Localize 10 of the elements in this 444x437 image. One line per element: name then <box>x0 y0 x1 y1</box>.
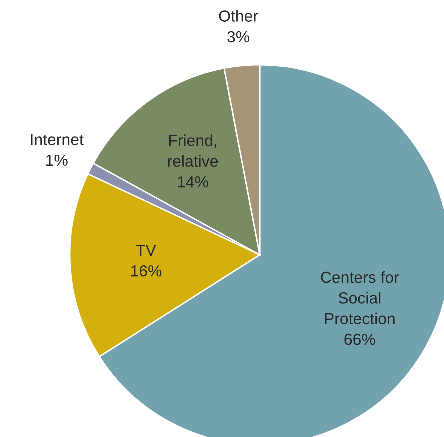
data-label: 1% <box>46 154 68 166</box>
slice-label: TV <box>136 244 156 256</box>
slice-label: Centers for Social Protection <box>321 271 400 325</box>
data-label: 3% <box>228 31 250 43</box>
slice-label: Internet <box>31 134 84 146</box>
slice-label: Other <box>219 10 258 22</box>
data-label: 14% <box>178 176 208 188</box>
data-label: 66% <box>344 334 376 346</box>
slice-label: Friend, relative <box>168 134 218 168</box>
data-label: 16% <box>131 265 162 277</box>
